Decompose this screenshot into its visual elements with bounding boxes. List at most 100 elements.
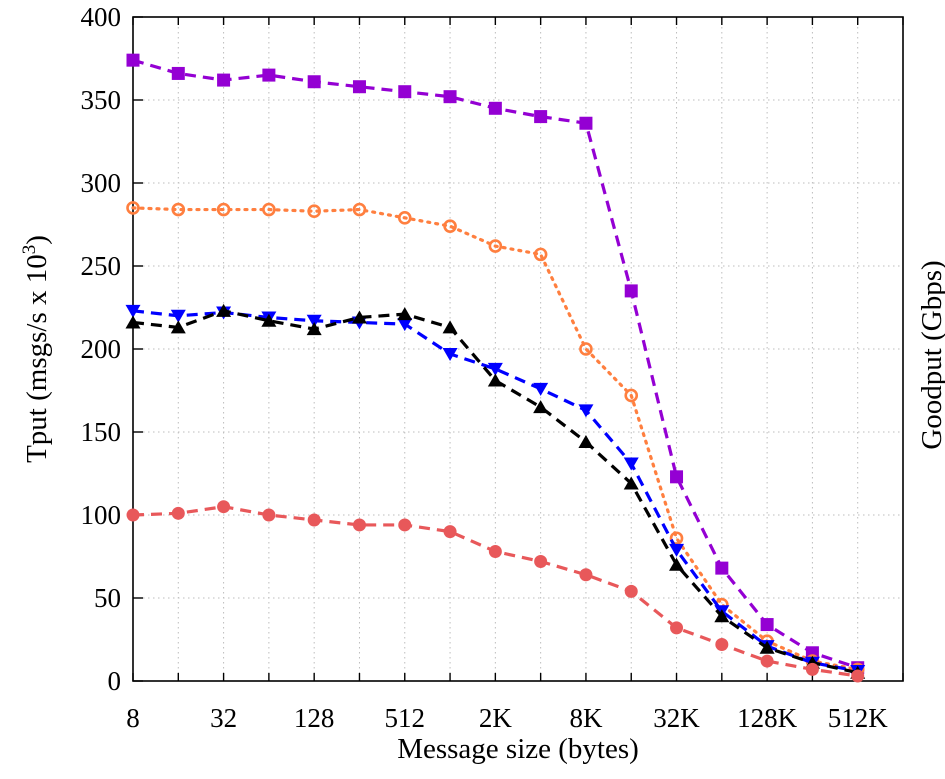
x-tick-label: 32K (653, 703, 700, 733)
x-tick-label: 32 (210, 703, 237, 733)
series-lines (125, 53, 866, 683)
x-tick-label: 2K (479, 703, 513, 733)
data-point (624, 284, 638, 298)
y-tick-label: 150 (81, 417, 122, 447)
series-line (132, 309, 859, 675)
data-point (171, 506, 185, 520)
data-point (352, 202, 367, 217)
data-point (398, 85, 412, 99)
data-point (171, 202, 186, 217)
data-point (623, 457, 639, 471)
data-point (578, 404, 594, 418)
data-point (125, 315, 141, 329)
data-point (670, 621, 684, 635)
x-tick-label: 8K (569, 703, 603, 733)
data-point (670, 470, 684, 484)
axis-ticks (132, 16, 904, 682)
data-point (487, 362, 503, 376)
data-point (352, 80, 366, 94)
data-point (759, 640, 775, 654)
data-point (488, 101, 502, 115)
data-point (624, 388, 639, 403)
x-tick-label: 128K (737, 703, 798, 733)
data-point (126, 201, 140, 215)
data-point (262, 508, 276, 522)
data-point (307, 513, 321, 527)
x-tick-label: 8 (126, 703, 140, 733)
x-tick-label: 512K (828, 703, 889, 733)
data-point (669, 543, 685, 557)
data-point (578, 434, 594, 448)
data-point (533, 400, 549, 414)
data-point (534, 554, 548, 568)
y-tick-label: 250 (81, 251, 122, 281)
series-5 (126, 500, 865, 683)
data-point (442, 320, 458, 334)
data-point (488, 545, 502, 559)
data-point (217, 500, 231, 514)
data-point (307, 75, 321, 89)
data-point (442, 347, 458, 361)
x-tick-label: 512 (385, 703, 426, 733)
data-point (533, 382, 549, 396)
data-point (306, 314, 322, 328)
series-2 (126, 201, 865, 677)
data-point (805, 662, 819, 676)
data-point (307, 204, 321, 219)
y-tick-label: 0 (108, 666, 122, 696)
data-point (126, 508, 140, 522)
y-axis-title: Tput (msgs/s x 103) (19, 235, 53, 463)
data-point (623, 476, 639, 490)
y-axis-title-main: Tput (msgs/s x 10 (21, 254, 53, 463)
data-point (170, 309, 186, 323)
data-point (669, 557, 685, 571)
data-point (488, 239, 503, 253)
data-point (262, 202, 276, 217)
data-point (487, 373, 503, 387)
data-point (171, 66, 185, 80)
data-point (714, 609, 730, 623)
data-point (443, 525, 457, 539)
y-tick-label: 50 (94, 583, 121, 613)
data-point (579, 116, 593, 130)
data-point (624, 584, 638, 598)
x-tick-label: 128 (294, 703, 335, 733)
x-tick-labels: 8 32 128 512 2K 8K 32K 128K 512K (126, 703, 888, 733)
data-point (579, 568, 593, 582)
data-point (443, 90, 457, 104)
data-point (217, 73, 231, 87)
data-point (125, 304, 141, 318)
y-tick-label: 400 (81, 2, 122, 32)
data-point (351, 310, 367, 324)
y-tick-labels: 0 50 100 150 200 250 300 350 400 (81, 2, 122, 696)
data-point (352, 518, 366, 532)
data-point (398, 518, 412, 532)
y-tick-label: 100 (81, 500, 122, 530)
series-1 (126, 53, 865, 675)
y-axis-title-close: ) (21, 235, 53, 245)
data-point (262, 68, 276, 82)
data-point (715, 637, 729, 651)
data-point (126, 53, 140, 67)
data-point (443, 219, 457, 233)
data-point (306, 322, 322, 336)
series-line (131, 206, 860, 671)
y-tick-label: 300 (81, 168, 122, 198)
x-axis-title: Message size (bytes) (397, 733, 639, 765)
data-point (397, 211, 412, 225)
y-tick-label: 350 (81, 85, 122, 115)
data-point (760, 618, 774, 632)
data-point (669, 531, 684, 546)
data-point (216, 202, 231, 217)
data-point (397, 307, 413, 321)
y2-axis-title: Goodput (Gbps) (916, 260, 945, 449)
data-point (533, 247, 548, 262)
y-tick-label: 200 (81, 334, 122, 364)
data-point (579, 342, 593, 356)
data-point (760, 654, 774, 668)
data-point (216, 303, 232, 317)
data-point (534, 110, 548, 124)
data-point (170, 320, 186, 334)
data-point (397, 318, 413, 332)
